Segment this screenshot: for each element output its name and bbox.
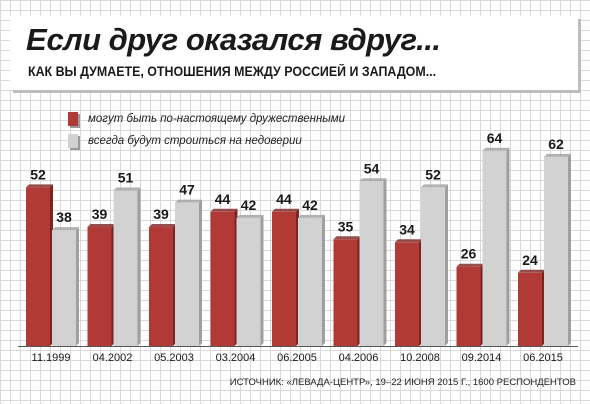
bar-top-series-2	[52, 227, 79, 231]
bar-side-series-2	[506, 147, 510, 346]
bar-top-series-1	[26, 184, 53, 188]
bar-top-series-2	[482, 147, 510, 151]
bar-series-2	[52, 230, 76, 346]
x-tick-label: 09.2014	[462, 352, 502, 364]
bar-top-series-1	[272, 208, 299, 212]
bar-top-series-1	[333, 236, 361, 240]
source-note: ИСТОЧНИК: «ЛЕВАДА-ЦЕНТР», 19–22 ИЮНЯ 201…	[229, 377, 576, 388]
bar-series-1	[518, 272, 542, 346]
bar-side-series-2	[199, 199, 202, 346]
bar-series-2	[298, 217, 322, 346]
x-tick-label: 05.2003	[154, 352, 194, 364]
data-label-series-1: 39	[153, 206, 169, 222]
legend-item-series-1: могут быть по-настоящему дружественными	[68, 112, 345, 126]
data-label-series-1: 44	[276, 191, 292, 207]
bar-top-series-1	[210, 208, 238, 212]
x-tick-label: 10.2008	[400, 352, 440, 364]
legend-label-series-1: могут быть по-настоящему дружественными	[88, 113, 346, 125]
x-tick-label: 04.2006	[339, 352, 379, 364]
data-label-series-2: 42	[302, 197, 318, 213]
x-tick-label: 06.2015	[523, 352, 563, 364]
bar-series-1	[395, 242, 419, 346]
bar-side-series-2	[137, 187, 141, 346]
data-label-series-2: 52	[425, 166, 441, 182]
bar-top-series-2	[113, 187, 141, 191]
bar-top-series-2	[359, 178, 387, 182]
x-tick-label: 11.1999	[32, 352, 71, 364]
bar-side-series-2	[76, 227, 79, 346]
chart-subtitle: КАК ВЫ ДУМАЕТЕ, ОТНОШЕНИЯ МЕЖДУ РОССИЕЙ …	[28, 64, 437, 79]
bar-top-series-2	[421, 184, 448, 188]
bar-top-series-2	[175, 199, 202, 203]
data-label-series-2: 64	[487, 130, 503, 146]
bar-series-2	[421, 187, 445, 346]
chart-title: Если друг оказался вдруг...	[26, 22, 441, 57]
bar-series-1	[87, 227, 112, 346]
data-label-series-2: 54	[364, 160, 380, 176]
bar-top-series-1	[149, 224, 176, 228]
bar-top-series-1	[518, 269, 545, 273]
x-tick-label: 06.2005	[277, 352, 317, 364]
data-label-series-1: 35	[338, 218, 354, 234]
bar-series-1	[456, 266, 481, 346]
header-panel	[10, 16, 578, 90]
bar-series-1	[272, 211, 296, 346]
data-label-series-2: 38	[56, 209, 72, 225]
x-tick-label: 03.2004	[216, 352, 256, 364]
bar-series-1	[149, 227, 173, 346]
bar-series-2	[236, 217, 261, 346]
bar-series-2	[544, 156, 568, 346]
data-label-series-1: 52	[30, 166, 46, 182]
bar-series-2	[482, 150, 507, 346]
bar-top-series-2	[236, 214, 264, 218]
legend-label-series-2: всегда будут строиться на недоверии	[88, 135, 302, 147]
data-label-series-2: 42	[241, 197, 257, 213]
bar-series-1	[26, 187, 50, 346]
bar-series-2	[175, 202, 199, 346]
bar-side-series-2	[260, 214, 264, 346]
bar-series-2	[113, 190, 138, 346]
data-label-series-1: 24	[522, 252, 538, 268]
bar-top-series-2	[544, 153, 571, 157]
bar-side-series-2	[322, 214, 325, 346]
bar-series-2	[359, 181, 384, 346]
bar-top-series-1	[395, 239, 422, 243]
bar-side-series-2	[445, 184, 448, 346]
bar-top-series-1	[87, 224, 115, 228]
data-label-series-1: 39	[92, 206, 108, 222]
data-label-series-2: 51	[118, 169, 134, 185]
bar-series-1	[333, 239, 358, 346]
bar-top-series-1	[456, 263, 484, 267]
data-label-series-2: 62	[548, 136, 564, 152]
data-label-series-1: 34	[399, 221, 415, 237]
data-label-series-1: 26	[461, 246, 477, 262]
data-label-series-1: 44	[215, 191, 231, 207]
bar-side-series-2	[383, 178, 387, 346]
legend-swatch-series-1	[68, 112, 78, 126]
bar-series-1	[210, 211, 235, 346]
data-label-series-2: 47	[179, 182, 195, 198]
bar-side-series-2	[568, 153, 571, 346]
legend-swatch-series-2	[68, 134, 78, 148]
x-tick-label: 04.2002	[93, 352, 133, 364]
bar-top-series-2	[298, 214, 325, 218]
legend-item-series-2: всегда будут строиться на недоверии	[68, 134, 302, 148]
